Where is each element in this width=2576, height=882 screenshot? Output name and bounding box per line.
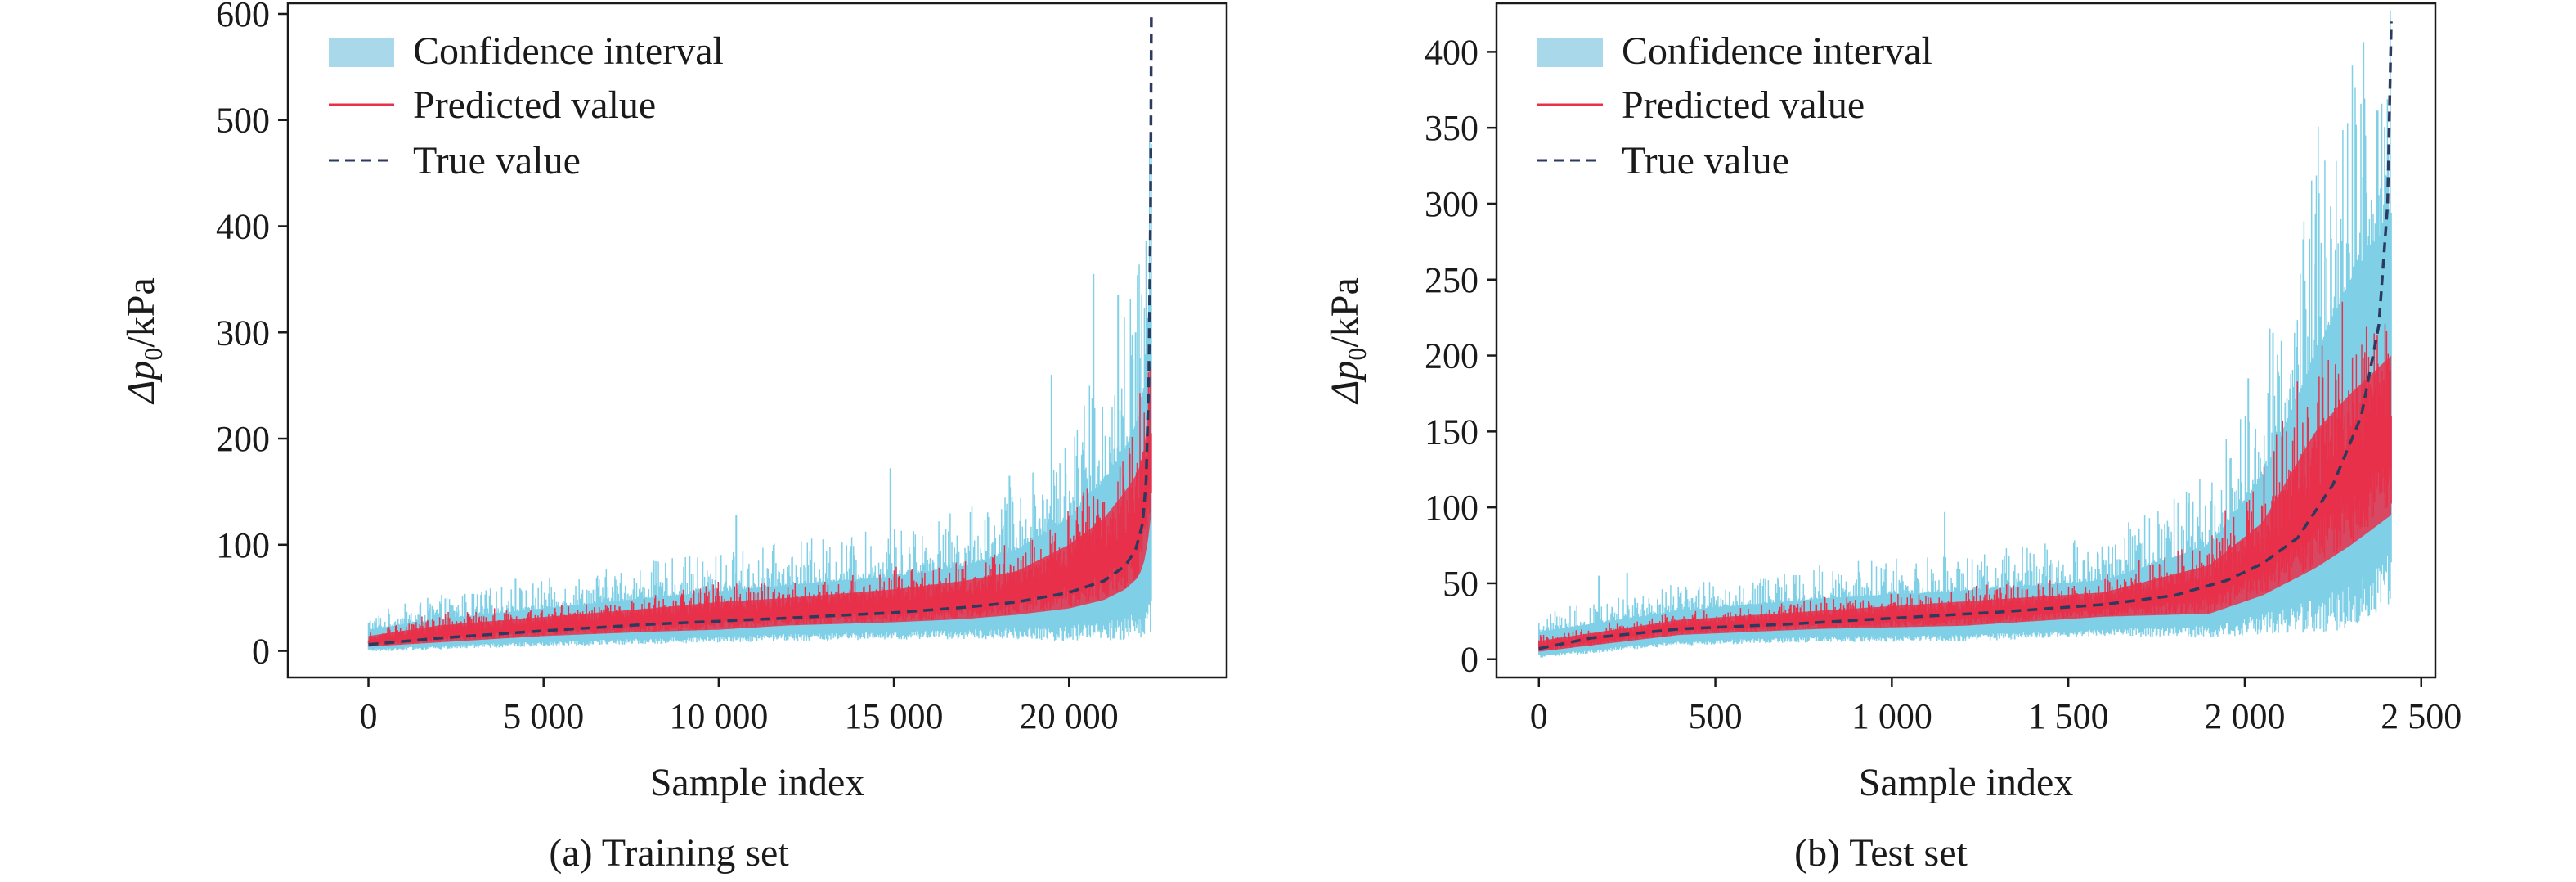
b-caption: (b) Test set [1794, 831, 1968, 875]
b-series-lines [1538, 21, 2393, 652]
a-legend: Confidence interval Predicted value True… [329, 29, 724, 182]
a-series-lines [367, 13, 1153, 647]
a-y-axis-symbol: Δp [119, 361, 163, 405]
a-y-tick-label: 0 [252, 632, 270, 672]
a-y-axis-subscript: 0 [138, 348, 168, 361]
b-x-tick-label: 0 [1530, 696, 1548, 736]
b-y-tick-label: 400 [1425, 32, 1479, 72]
b-axis-ticks: 0 500 1 000 1 500 2 000 2 500 0 50 100 150 200 250 3… [1425, 32, 2462, 736]
a-caption: (a) Training set [549, 831, 789, 875]
a-legend-swatch-confidence [329, 38, 394, 67]
b-y-axis-title: Δp0/kPa [1323, 277, 1371, 405]
b-plot-frame [1495, 2, 2437, 679]
b-x-tick-label: 1 000 [1851, 696, 1932, 736]
a-x-axis-title: Sample index [650, 761, 865, 804]
test-set-chart: 0 500 1 000 1 500 2 000 2 500 0 50 100 150 200 250 3… [1323, 2, 2462, 875]
a-legend-label-true: True value [413, 139, 581, 182]
a-x-tick-label: 10 000 [669, 696, 768, 736]
b-x-tick-label: 2 000 [2204, 696, 2285, 736]
a-y-axis-title: Δp0/kPa [119, 277, 168, 405]
b-x-tick-label: 2 500 [2381, 696, 2462, 736]
a-y-tick-label: 200 [216, 419, 270, 459]
b-y-axis-subscript: 0 [1342, 348, 1371, 361]
a-true-value-line [368, 13, 1153, 646]
b-y-axis-symbol: Δp [1323, 361, 1367, 405]
a-x-tick-label: 0 [360, 696, 378, 736]
b-legend-label-predicted: Predicted value [1622, 83, 1865, 127]
b-legend-label-confidence: Confidence interval [1622, 29, 1932, 73]
a-y-tick-label: 300 [216, 313, 270, 353]
b-x-tick-label: 500 [1689, 696, 1743, 736]
b-y-tick-label: 300 [1425, 184, 1479, 224]
b-y-tick-label: 350 [1425, 108, 1479, 148]
a-axis-ticks: 0 5 000 10 000 15 000 20 000 0 100 200 300 400 500… [216, 0, 1119, 736]
a-y-axis-unit: /kPa [119, 277, 163, 347]
b-legend: Confidence interval Predicted value True… [1537, 29, 1932, 182]
b-y-tick-label: 100 [1425, 488, 1479, 528]
a-x-tick-label: 15 000 [845, 696, 944, 736]
b-legend-swatch-confidence [1537, 38, 1603, 67]
a-y-tick-label: 500 [216, 101, 270, 141]
a-y-tick-label: 100 [216, 525, 270, 565]
a-legend-label-predicted: Predicted value [413, 83, 656, 127]
training-set-chart: 0 5 000 10 000 15 000 20 000 0 100 200 300 400 500… [119, 0, 1228, 875]
a-predicted-spikes [367, 366, 1152, 647]
b-y-tick-label: 150 [1425, 412, 1479, 452]
a-x-tick-label: 5 000 [503, 696, 584, 736]
b-y-tick-label: 50 [1443, 564, 1479, 604]
b-y-tick-label: 250 [1425, 260, 1479, 300]
a-y-tick-label: 600 [216, 0, 270, 34]
b-legend-label-true: True value [1622, 139, 1789, 182]
a-y-tick-label: 400 [216, 207, 270, 247]
a-plot-frame [286, 2, 1228, 679]
b-x-tick-label: 1 500 [2028, 696, 2109, 736]
b-y-axis-unit: /kPa [1323, 277, 1367, 347]
b-x-axis-title: Sample index [1859, 761, 2074, 804]
a-legend-label-confidence: Confidence interval [413, 29, 724, 73]
b-y-tick-label: 0 [1461, 640, 1479, 680]
a-x-tick-label: 20 000 [1020, 696, 1119, 736]
b-y-tick-label: 200 [1425, 336, 1479, 376]
